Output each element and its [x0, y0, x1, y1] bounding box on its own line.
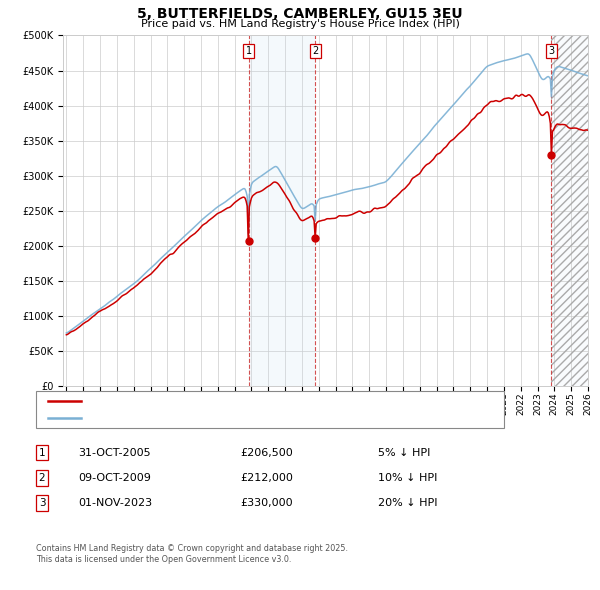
Bar: [551, 35, 588, 386]
Text: 31-OCT-2005: 31-OCT-2005: [78, 448, 151, 457]
Text: 01-NOV-2023: 01-NOV-2023: [78, 499, 152, 508]
Text: 1: 1: [38, 448, 46, 457]
Text: 1: 1: [245, 46, 251, 56]
Bar: [248, 35, 315, 386]
Text: Contains HM Land Registry data © Crown copyright and database right 2025.: Contains HM Land Registry data © Crown c…: [36, 545, 348, 553]
Text: 3: 3: [548, 46, 554, 56]
Text: £212,000: £212,000: [240, 473, 293, 483]
Text: 5% ↓ HPI: 5% ↓ HPI: [378, 448, 430, 457]
Text: Price paid vs. HM Land Registry's House Price Index (HPI): Price paid vs. HM Land Registry's House …: [140, 19, 460, 30]
Text: £206,500: £206,500: [240, 448, 293, 457]
Bar: [551, 35, 588, 386]
Text: 3: 3: [38, 499, 46, 508]
Text: £330,000: £330,000: [240, 499, 293, 508]
Text: 5, BUTTERFIELDS, CAMBERLEY, GU15 3EU: 5, BUTTERFIELDS, CAMBERLEY, GU15 3EU: [137, 7, 463, 21]
Text: HPI: Average price, semi-detached house, Surrey Heath: HPI: Average price, semi-detached house,…: [87, 412, 359, 422]
Text: 09-OCT-2009: 09-OCT-2009: [78, 473, 151, 483]
Text: 5, BUTTERFIELDS, CAMBERLEY, GU15 3EU (semi-detached house): 5, BUTTERFIELDS, CAMBERLEY, GU15 3EU (se…: [87, 396, 409, 407]
Text: 2: 2: [38, 473, 46, 483]
Text: 10% ↓ HPI: 10% ↓ HPI: [378, 473, 437, 483]
Text: 2: 2: [312, 46, 318, 56]
Text: 20% ↓ HPI: 20% ↓ HPI: [378, 499, 437, 508]
Text: This data is licensed under the Open Government Licence v3.0.: This data is licensed under the Open Gov…: [36, 555, 292, 564]
